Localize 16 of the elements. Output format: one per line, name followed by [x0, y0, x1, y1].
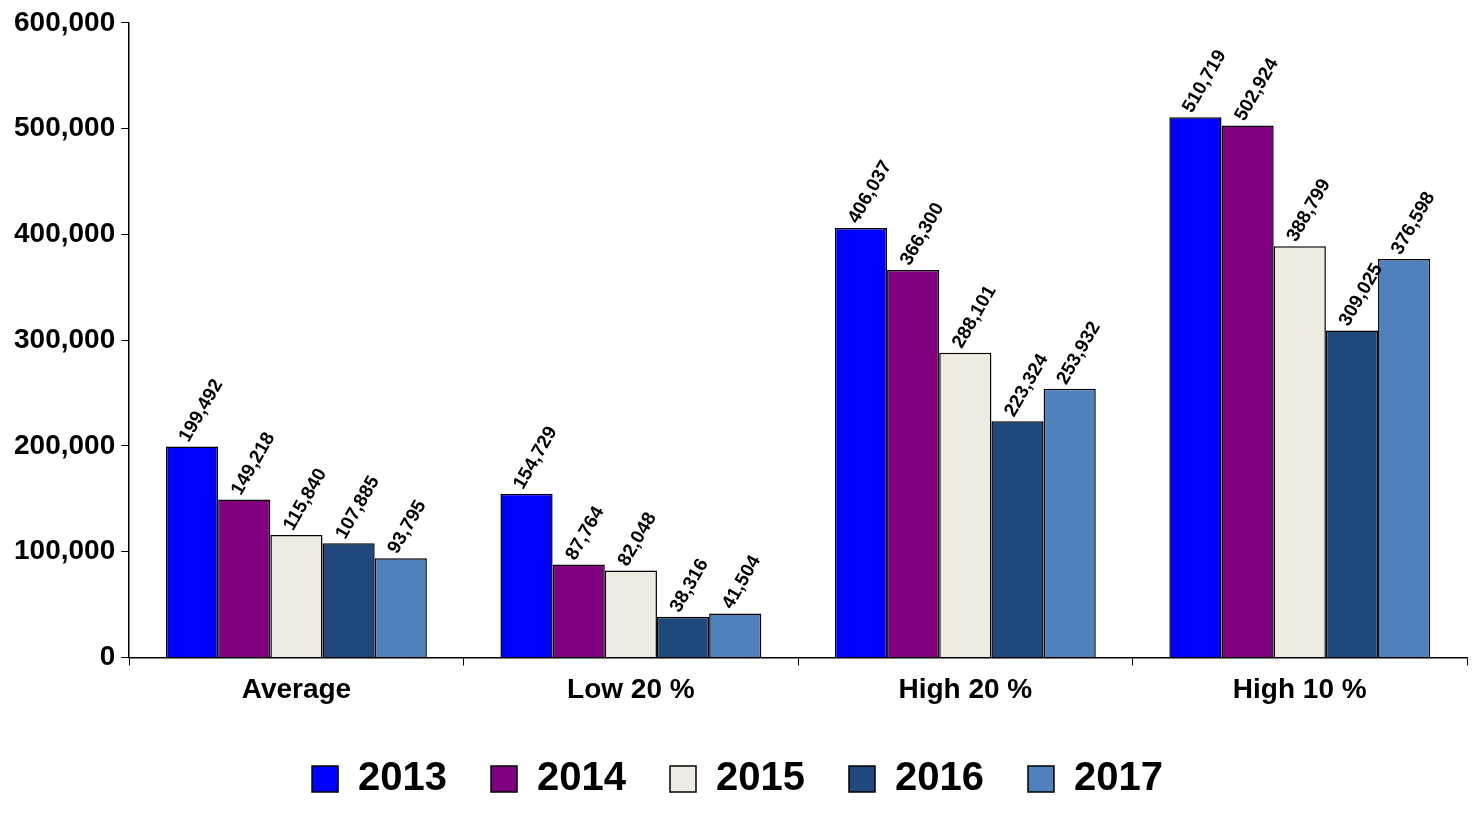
x-tick-label: Average — [241, 672, 352, 704]
x-tick-label: Low 20 % — [567, 672, 695, 704]
legend-label: 2015 — [716, 754, 805, 799]
legend-label: 2017 — [1073, 754, 1163, 799]
y-tick-label: 400,000 — [13, 217, 116, 249]
legend-label: 2013 — [358, 754, 448, 799]
y-tick-label: 300,000 — [13, 322, 116, 354]
y-tick-label: 0 — [99, 640, 116, 672]
legend-label: 2014 — [537, 754, 627, 799]
x-tick-label: High 20 % — [898, 672, 1033, 704]
y-tick-label: 100,000 — [13, 534, 116, 566]
y-tick-label: 500,000 — [13, 111, 116, 143]
legend-label: 2016 — [894, 754, 984, 799]
x-tick-label: High 10 % — [1232, 672, 1367, 704]
y-tick-label: 200,000 — [13, 428, 116, 460]
y-tick-label: 600,000 — [13, 5, 116, 37]
